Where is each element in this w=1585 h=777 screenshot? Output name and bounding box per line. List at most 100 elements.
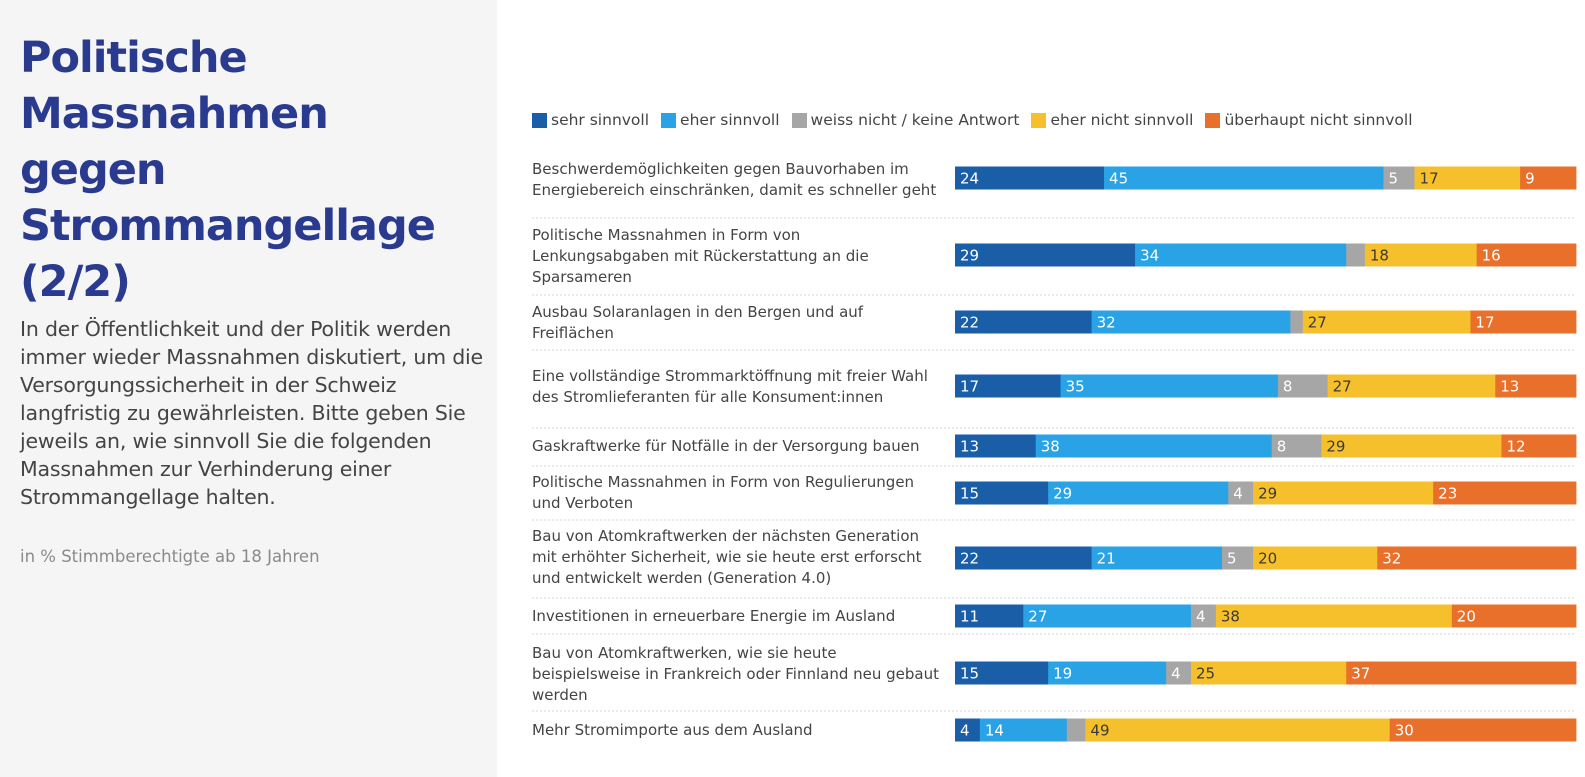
bar-value-label: 38 <box>1041 438 1060 456</box>
bar-segment <box>1060 374 1279 398</box>
bar-value-label: 49 <box>1090 722 1109 740</box>
bar-value-label: 29 <box>960 247 979 265</box>
bar-value-label: 25 <box>1196 665 1215 683</box>
bar-segment <box>1066 718 1086 742</box>
bar-segment <box>1377 546 1577 570</box>
category-label: Ausbau Solaranlagen in den Bergen und au… <box>532 303 864 342</box>
bar-value-label: 12 <box>1506 438 1525 456</box>
bar-value-label: 32 <box>1097 314 1116 332</box>
bar-segment <box>955 661 1049 685</box>
question-text: In der Öffentlichkeit und der Politik we… <box>20 317 483 509</box>
legend-swatch <box>791 112 807 128</box>
bar-segment <box>1501 434 1577 458</box>
bar-value-label: 30 <box>1395 722 1414 740</box>
category-label: Bau von Atomkraftwerken, wie sie heute b… <box>532 644 939 704</box>
bar-segment <box>1389 718 1577 742</box>
bar-segment <box>1520 166 1577 190</box>
bar-value-label: 20 <box>1258 550 1277 568</box>
legend-item: sehr sinnvoll <box>532 111 649 129</box>
bar-value-label: 4 <box>1233 485 1243 503</box>
bar-segment <box>1215 604 1453 628</box>
bar-segment <box>955 604 1024 628</box>
category-label: Gaskraftwerke für Notfälle in der Versor… <box>532 437 920 455</box>
bar-value-label: 4 <box>1196 608 1206 626</box>
bar-segment <box>1470 310 1577 334</box>
bar-segment <box>1190 604 1217 628</box>
bar-segment <box>955 546 1093 570</box>
bar-segment <box>1035 434 1273 458</box>
bar-segment <box>1495 374 1577 398</box>
bar-value-label: 37 <box>1351 665 1370 683</box>
bar-value-label: 17 <box>1475 314 1494 332</box>
bar-segment <box>955 374 1061 398</box>
bar-value-label: 29 <box>1258 485 1277 503</box>
bar-segment <box>1271 434 1322 458</box>
bar-value-label: 27 <box>1333 378 1352 396</box>
bar-segment <box>1346 243 1366 267</box>
bar-value-label: 8 <box>1283 378 1293 396</box>
bar-segment <box>1327 374 1496 398</box>
bar-value-label: 5 <box>1227 550 1237 568</box>
category-label: Beschwerdemöglichkeiten gegen Bauvorhabe… <box>532 159 937 199</box>
bar-segment <box>1433 481 1577 505</box>
page-title: Politische Massnahmen gegen Strommangell… <box>20 33 436 307</box>
bar-value-label: 22 <box>960 550 979 568</box>
bar-value-label: 17 <box>960 378 979 396</box>
bar-value-label: 29 <box>1326 438 1345 456</box>
legend-item: eher sinnvoll <box>661 111 780 129</box>
bar-segment <box>1048 661 1167 685</box>
category-label: Mehr Stromimporte aus dem Ausland <box>532 721 813 739</box>
bar-value-label: 45 <box>1109 170 1128 188</box>
bar-segment <box>955 481 1049 505</box>
legend-label: überhaupt nicht sinnvoll <box>1224 111 1413 129</box>
bar-value-label: 17 <box>1420 170 1439 188</box>
unit-note: in % Stimmberechtigte ab 18 Jahren <box>20 547 320 566</box>
legend-swatch <box>661 112 677 128</box>
legend-label: weiss nicht / keine Antwort <box>810 111 1020 129</box>
bar-segment <box>955 310 1093 334</box>
bar-segment <box>955 434 1037 458</box>
bar-value-label: 19 <box>1053 665 1072 683</box>
bar-segment <box>1048 481 1229 505</box>
bar-segment <box>1302 310 1471 334</box>
legend-swatch <box>1205 112 1221 128</box>
bar-segment <box>1228 481 1254 505</box>
category-label: Bau von Atomkraftwerken der nächsten Gen… <box>532 527 922 587</box>
bar-segment <box>1364 243 1478 267</box>
bar-segment <box>1290 310 1304 334</box>
bar-value-label: 23 <box>1438 485 1457 503</box>
bar-value-label: 20 <box>1457 608 1476 626</box>
bar-value-label: 5 <box>1388 170 1398 188</box>
legend-item: eher nicht sinnvoll <box>1031 111 1193 129</box>
legend-swatch <box>1031 112 1047 128</box>
bar-segment <box>1277 374 1328 398</box>
category-label: Politische Massnahmen in Form von Lenkun… <box>532 226 869 286</box>
bar-value-label: 21 <box>1097 550 1116 568</box>
bar-segment <box>1383 166 1415 190</box>
bar-value-label: 27 <box>1308 314 1327 332</box>
category-label: Eine vollständige Strommarktöffnung mit … <box>532 366 928 406</box>
bar-value-label: 9 <box>1525 170 1535 188</box>
bar-segment <box>1476 243 1577 267</box>
bar-value-label: 38 <box>1221 608 1240 626</box>
bar-segment <box>955 166 1105 190</box>
intro-panel: Politische Massnahmen gegen Strommangell… <box>0 0 497 777</box>
bar-value-label: 15 <box>960 485 979 503</box>
bar-segment <box>1104 166 1384 190</box>
bar-value-label: 32 <box>1382 550 1401 568</box>
bar-value-label: 29 <box>1053 485 1072 503</box>
bar-segment <box>979 718 1068 742</box>
legend-label: eher sinnvoll <box>680 111 780 129</box>
bar-value-label: 24 <box>960 170 979 188</box>
bar-value-label: 18 <box>1370 247 1389 265</box>
legend-label: sehr sinnvoll <box>551 111 650 129</box>
bar-value-label: 34 <box>1140 247 1159 265</box>
bar-segment <box>1190 661 1347 685</box>
bar-segment <box>1253 481 1434 505</box>
bar-segment <box>1414 166 1521 190</box>
legend-label: eher nicht sinnvoll <box>1050 111 1194 129</box>
category-label: Investitionen in erneuerbare Energie im … <box>532 607 896 625</box>
bar-segment <box>1321 434 1502 458</box>
bar-value-label: 16 <box>1482 247 1501 265</box>
